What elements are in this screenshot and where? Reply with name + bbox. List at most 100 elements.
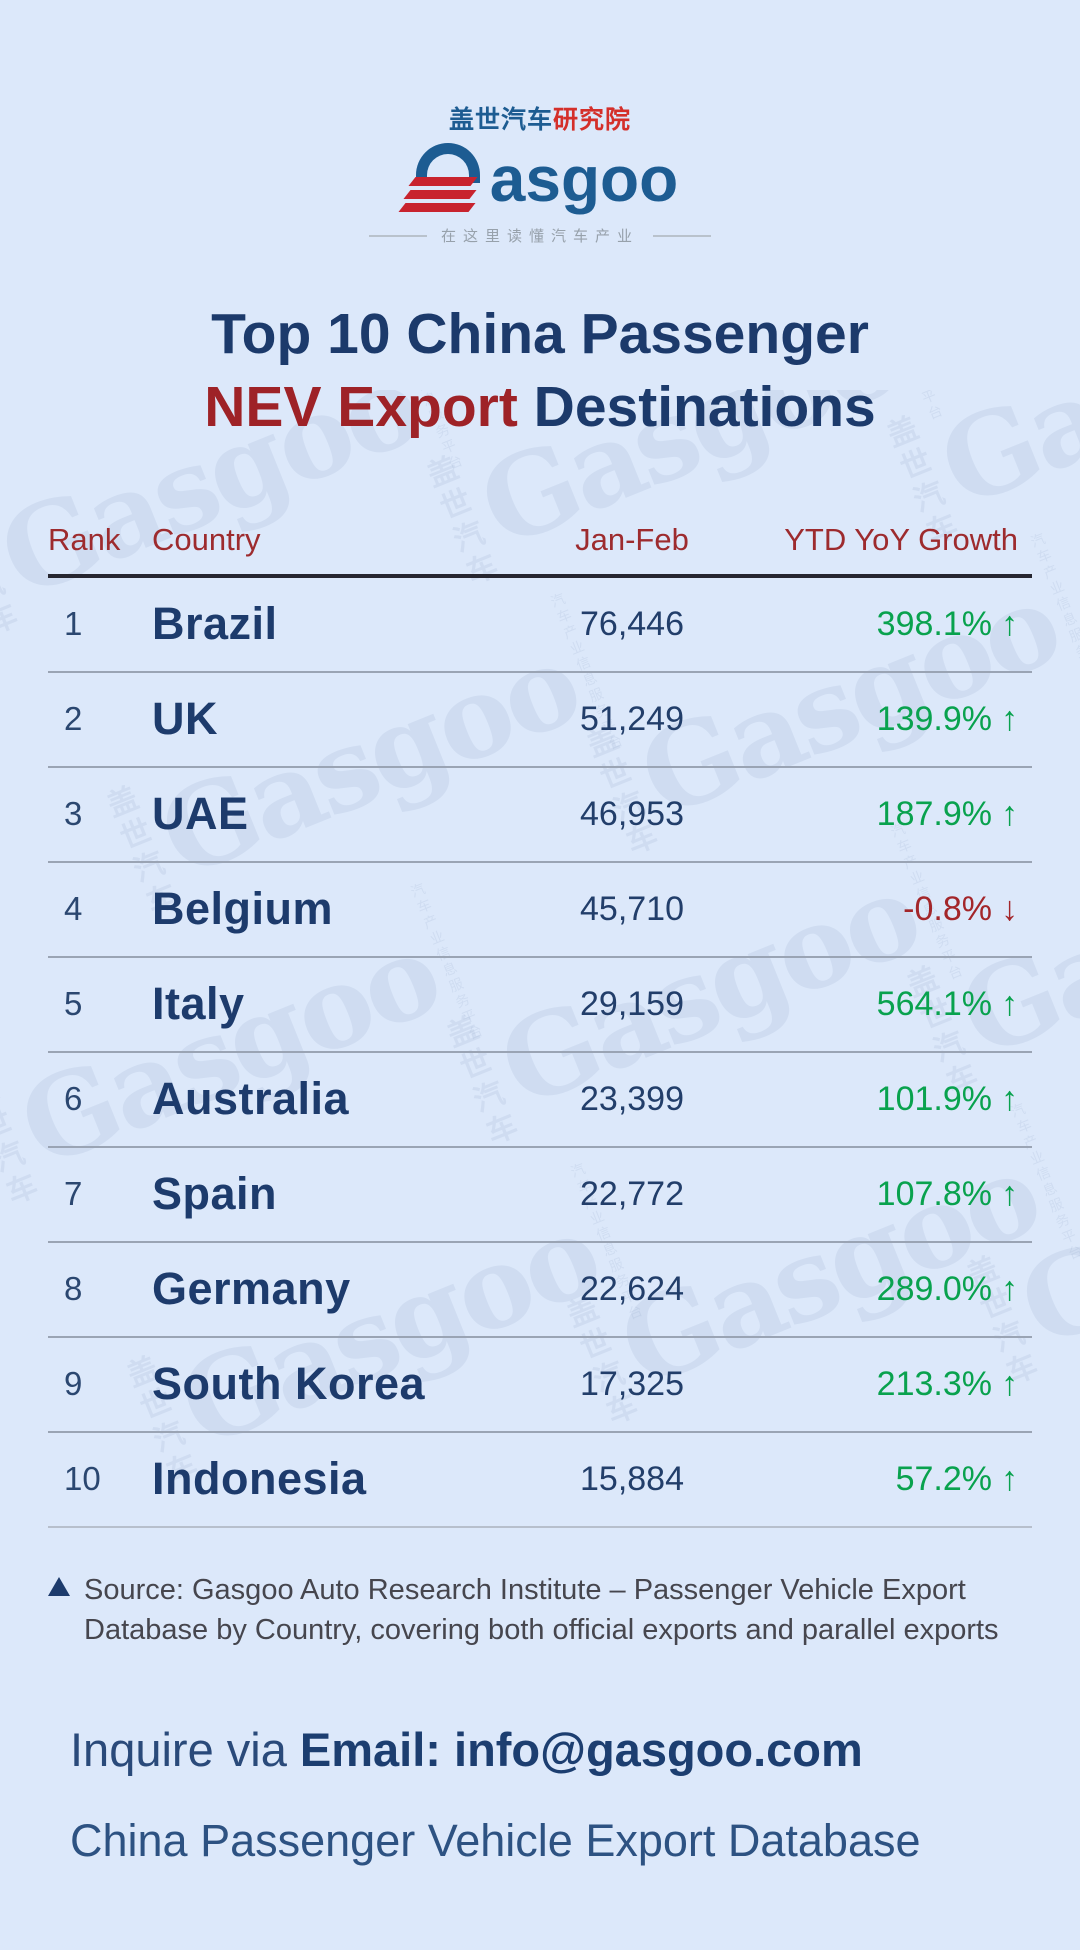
table-row: 4 Belgium 45,710 -0.8% ↓ <box>48 863 1032 958</box>
volume-cell: 17,325 <box>580 1364 684 1403</box>
table-row: 10 Indonesia 15,884 57.2% ↑ <box>48 1433 1032 1528</box>
rank-cell: 2 <box>64 700 83 738</box>
growth-cell: 187.9% ↑ <box>752 795 1032 834</box>
rank-cell: 6 <box>64 1080 83 1118</box>
table-row: 9 South Korea 17,325 213.3% ↑ <box>48 1338 1032 1433</box>
growth-value: 564.1% <box>876 984 992 1023</box>
logo-tagline: 在这里读懂汽车产业 <box>0 225 1080 246</box>
rank-cell: 5 <box>64 985 83 1023</box>
page-title: Top 10 China Passenger NEV Export Destin… <box>0 298 1080 444</box>
growth-value: 398.1% <box>876 604 992 643</box>
up-arrow-icon: ↑ <box>1001 1079 1018 1118</box>
tagline-rule-right <box>653 234 711 237</box>
down-arrow-icon: ↓ <box>1001 889 1018 928</box>
table-row: 7 Spain 22,772 107.8% ↑ <box>48 1148 1032 1243</box>
growth-cell: 107.8% ↑ <box>752 1175 1032 1214</box>
up-arrow-icon: ↑ <box>1001 1459 1018 1498</box>
country-cell: UK <box>152 693 218 745</box>
up-arrow-icon: ↑ <box>1001 604 1018 643</box>
growth-cell: 139.9% ↑ <box>752 700 1032 739</box>
volume-cell: 22,772 <box>580 1174 684 1213</box>
title-line1: Top 10 China Passenger <box>211 302 869 366</box>
table-row: 8 Germany 22,624 289.0% ↑ <box>48 1243 1032 1338</box>
volume-cell: 46,953 <box>580 794 684 833</box>
volume-cell: 15,884 <box>580 1459 684 1498</box>
country-cell: Spain <box>152 1168 278 1220</box>
rank-cell: 3 <box>64 795 83 833</box>
table-row: 1 Brazil 76,446 398.1% ↑ <box>48 578 1032 673</box>
growth-cell: 101.9% ↑ <box>752 1080 1032 1119</box>
header-country: Country <box>152 521 261 557</box>
rank-cell: 10 <box>64 1460 101 1498</box>
growth-value: 57.2% <box>895 1459 992 1498</box>
growth-cell: 398.1% ↑ <box>752 605 1032 644</box>
table-row: 6 Australia 23,399 101.9% ↑ <box>48 1053 1032 1148</box>
country-cell: Australia <box>152 1073 350 1125</box>
country-cell: Italy <box>152 978 245 1030</box>
growth-value: -0.8% <box>903 889 992 928</box>
inquire-prefix: Inquire via <box>70 1722 300 1776</box>
volume-cell: 22,624 <box>580 1269 684 1308</box>
export-table: Rank Country Jan-Feb YTD YoY Growth 1 Br… <box>48 522 1032 1528</box>
title-line2-rest: Destinations <box>517 374 876 439</box>
country-cell: South Korea <box>152 1358 426 1410</box>
country-cell: Belgium <box>152 883 334 935</box>
source-note: Source: Gasgoo Auto Research Institute –… <box>48 1570 1032 1650</box>
inquire-line: Inquire via Email: info@gasgoo.com <box>70 1722 1080 1777</box>
source-text: Source: Gasgoo Auto Research Institute –… <box>84 1573 999 1646</box>
logo-wordmark-text: asgoo <box>489 143 679 216</box>
header-growth: YTD YoY Growth <box>784 521 1018 557</box>
tagline-rule-left <box>368 234 427 237</box>
country-cell: UAE <box>152 788 249 840</box>
volume-cell: 23,399 <box>580 1079 684 1118</box>
header-rank: Rank <box>48 521 121 557</box>
triangle-marker-icon <box>48 1576 70 1596</box>
title-line2-red: NEV Export <box>204 374 518 439</box>
up-arrow-icon: ↑ <box>1001 794 1018 833</box>
gasgoo-logo: 盖世汽车研究院 asgoo 在这里读懂汽车产业 <box>0 0 1080 246</box>
tagline-text: 在这里读懂汽车产业 <box>440 228 639 245</box>
rank-cell: 1 <box>64 605 83 643</box>
rank-cell: 9 <box>64 1365 83 1403</box>
logo-cn-blue: 盖世汽车 <box>448 106 553 134</box>
logo-wordmark: asgoo <box>0 135 1080 216</box>
up-arrow-icon: ↑ <box>1001 1174 1018 1213</box>
rank-cell: 8 <box>64 1270 83 1308</box>
inquire-email: Email: info@gasgoo.com <box>299 1722 863 1776</box>
volume-cell: 76,446 <box>580 604 684 643</box>
country-cell: Brazil <box>152 598 278 650</box>
growth-value: 101.9% <box>876 1079 992 1118</box>
growth-cell: 564.1% ↑ <box>752 985 1032 1024</box>
rank-cell: 4 <box>64 890 83 928</box>
database-line: China Passenger Vehicle Export Database <box>70 1814 921 1866</box>
up-arrow-icon: ↑ <box>1001 699 1018 738</box>
footer: Inquire via Email: info@gasgoo.com China… <box>0 1722 1080 1867</box>
logo-cn-red: 研究院 <box>553 106 632 134</box>
up-arrow-icon: ↑ <box>1001 1364 1018 1403</box>
country-cell: Indonesia <box>152 1453 367 1505</box>
growth-value: 187.9% <box>876 794 992 833</box>
growth-cell: 57.2% ↑ <box>752 1460 1032 1499</box>
logo-chinese-name: 盖世汽车研究院 <box>0 108 1080 133</box>
volume-cell: 45,710 <box>580 889 684 928</box>
header-volume: Jan-Feb <box>575 521 689 557</box>
growth-value: 139.9% <box>876 699 992 738</box>
rank-cell: 7 <box>64 1175 83 1213</box>
gasgoo-g-icon <box>398 143 488 212</box>
up-arrow-icon: ↑ <box>1001 1269 1018 1308</box>
table-row: 5 Italy 29,159 564.1% ↑ <box>48 958 1032 1053</box>
up-arrow-icon: ↑ <box>1001 984 1018 1023</box>
table-header: Rank Country Jan-Feb YTD YoY Growth <box>48 522 1032 578</box>
growth-value: 213.3% <box>876 1364 992 1403</box>
growth-value: 107.8% <box>876 1174 992 1213</box>
table-row: 2 UK 51,249 139.9% ↑ <box>48 673 1032 768</box>
growth-cell: -0.8% ↓ <box>752 890 1032 929</box>
table-row: 3 UAE 46,953 187.9% ↑ <box>48 768 1032 863</box>
growth-cell: 213.3% ↑ <box>752 1365 1032 1404</box>
growth-cell: 289.0% ↑ <box>752 1270 1032 1309</box>
volume-cell: 51,249 <box>580 699 684 738</box>
title-line2: NEV Export Destinations <box>0 371 1080 444</box>
growth-value: 289.0% <box>876 1269 992 1308</box>
volume-cell: 29,159 <box>580 984 684 1023</box>
